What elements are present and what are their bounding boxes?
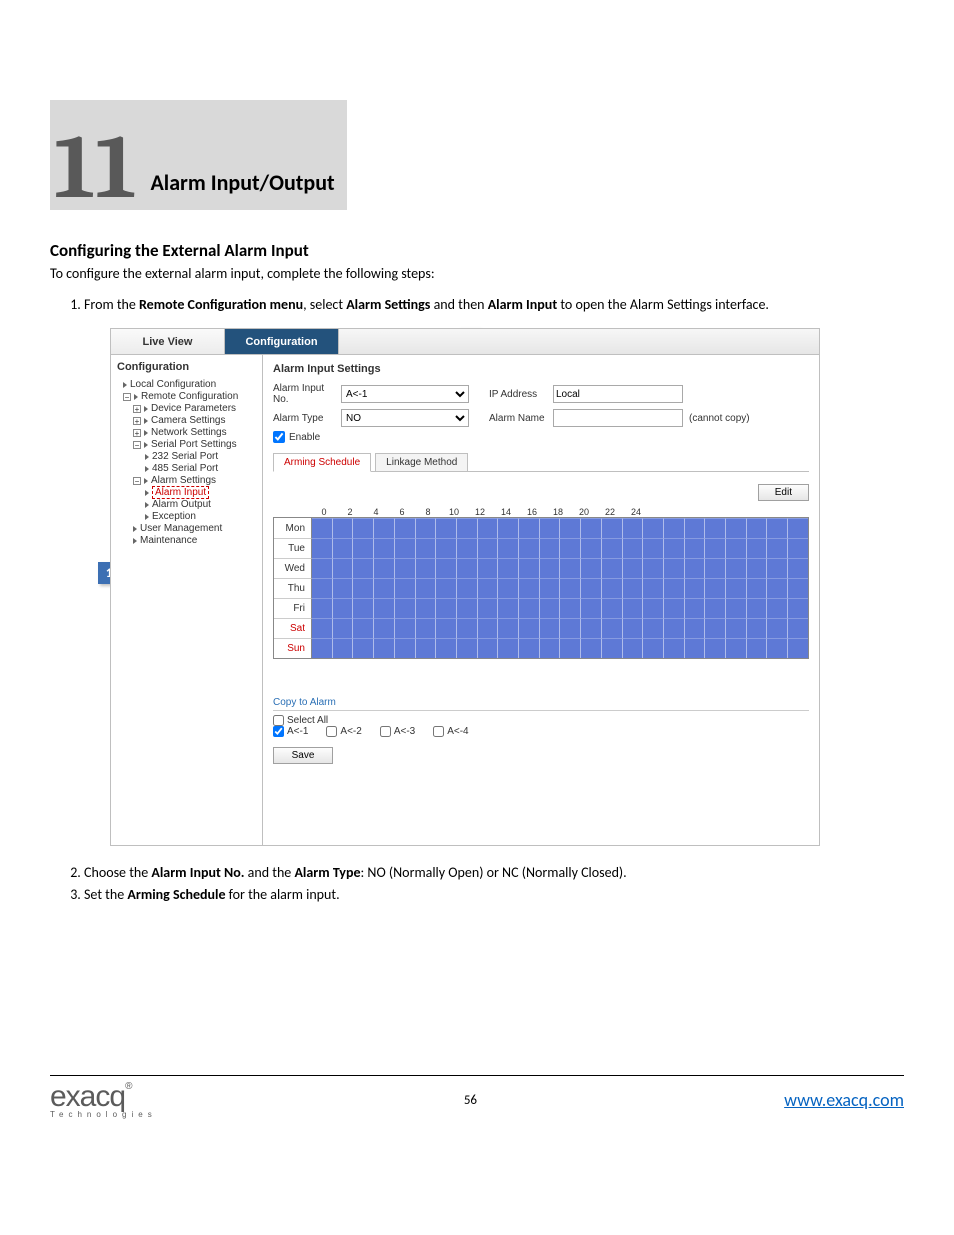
edit-button[interactable]: Edit	[758, 484, 809, 501]
alarm-input-no-label: Alarm Input No.	[273, 383, 341, 405]
alarm-input-no-select[interactable]: A<-1	[341, 385, 469, 403]
alarm-name-label: Alarm Name	[489, 413, 553, 424]
schedule-day-label: Sun	[274, 638, 312, 658]
sidebar-item[interactable]: Maintenance	[115, 535, 258, 546]
chapter-number-box: 11 Alarm Input/Output	[50, 100, 347, 210]
section-title: Configuring the External Alarm Input	[50, 240, 904, 261]
copy-alarm-checkbox-wrap[interactable]: A<-4	[433, 726, 468, 737]
schedule-hour-label: 14	[493, 507, 519, 517]
sidebar-item[interactable]: Device Parameters	[115, 403, 258, 414]
footer-link[interactable]: www.exacq.com	[784, 1089, 904, 1111]
main-panel: Alarm Input Settings Alarm Input No. A<-…	[263, 355, 819, 845]
chapter-title: Alarm Input/Output	[150, 169, 334, 196]
copy-alarm-checkbox-wrap[interactable]: A<-3	[380, 726, 415, 737]
sidebar-item[interactable]: Alarm Output	[115, 499, 258, 510]
copy-alarm-checkbox-wrap[interactable]: A<-1	[273, 726, 308, 737]
alarm-type-select[interactable]: NO	[341, 409, 469, 427]
alarm-type-label: Alarm Type	[273, 413, 341, 424]
schedule-hour-label: 16	[519, 507, 545, 517]
sidebar-item[interactable]: Local Configuration	[115, 379, 258, 390]
sidebar-title: Configuration	[117, 361, 258, 373]
sidebar-item[interactable]: 485 Serial Port	[115, 463, 258, 474]
sidebar-item[interactable]: Alarm Input	[115, 487, 258, 498]
subtab-linkage-method[interactable]: Linkage Method	[375, 453, 468, 472]
cannot-copy-label: (cannot copy)	[689, 413, 750, 424]
enable-checkbox[interactable]	[273, 431, 285, 443]
save-button[interactable]: Save	[273, 747, 333, 764]
schedule-hours-row: 024681012141618202224	[311, 507, 809, 517]
screenshot-container: 1 2 3 Live View Configuration Configurat…	[110, 328, 820, 846]
chapter-number: 11	[54, 130, 136, 207]
sidebar-item[interactable]: User Management	[115, 523, 258, 534]
sidebar-tree: Local ConfigurationRemote ConfigurationD…	[115, 379, 258, 546]
sidebar-item[interactable]: Exception	[115, 511, 258, 522]
intro-text: To configure the external alarm input, c…	[50, 265, 904, 282]
schedule-hour-label: 0	[311, 507, 337, 517]
schedule-day-label: Tue	[274, 538, 312, 558]
tab-live-view[interactable]: Live View	[111, 329, 225, 354]
select-all-checkbox[interactable]	[273, 715, 284, 726]
ip-address-field[interactable]	[553, 385, 683, 403]
select-all-checkbox-wrap[interactable]: Select All	[273, 715, 328, 726]
schedule-hour-label: 22	[597, 507, 623, 517]
schedule-hour-label: 20	[571, 507, 597, 517]
schedule-hour-label: 10	[441, 507, 467, 517]
step-2: Choose the Alarm Input No. and the Alarm…	[84, 864, 904, 882]
copy-to-alarm-title: Copy to Alarm	[273, 697, 809, 711]
copy-alarm-checkbox[interactable]	[433, 726, 444, 737]
schedule-day-label: Sat	[274, 618, 312, 638]
schedule-grid[interactable]: MonTueWedThuFriSatSun	[273, 517, 809, 659]
schedule-hour-label: 4	[363, 507, 389, 517]
schedule-hour-label: 18	[545, 507, 571, 517]
schedule-day-label: Wed	[274, 558, 312, 578]
subtab-arming-schedule[interactable]: Arming Schedule	[273, 453, 371, 472]
copy-alarm-checkbox[interactable]	[380, 726, 391, 737]
schedule-hour-label: 6	[389, 507, 415, 517]
sidebar-item[interactable]: Camera Settings	[115, 415, 258, 426]
schedule-day-label: Thu	[274, 578, 312, 598]
select-all-label: Select All	[287, 715, 328, 726]
sidebar-item[interactable]: Serial Port Settings	[115, 439, 258, 450]
schedule-day-label: Mon	[274, 518, 312, 538]
schedule-hour-label: 12	[467, 507, 493, 517]
step-1: From the Remote Configuration menu, sele…	[84, 296, 904, 314]
tab-configuration[interactable]: Configuration	[225, 329, 339, 354]
copy-alarm-checkbox-wrap[interactable]: A<-2	[326, 726, 361, 737]
step-3: Set the Arming Schedule for the alarm in…	[84, 886, 904, 904]
app-window: Live View Configuration Configuration Lo…	[110, 328, 820, 846]
enable-label: Enable	[289, 432, 320, 443]
schedule-hour-label: 2	[337, 507, 363, 517]
schedule-hour-label: 8	[415, 507, 441, 517]
copy-alarm-checkbox[interactable]	[273, 726, 284, 737]
main-title: Alarm Input Settings	[273, 363, 809, 375]
sidebar-item[interactable]: Remote Configuration	[115, 391, 258, 402]
sidebar-item[interactable]: 232 Serial Port	[115, 451, 258, 462]
sidebar-item[interactable]: Alarm Settings	[115, 475, 258, 486]
page-number: 56	[464, 1093, 477, 1108]
ip-address-label: IP Address	[489, 389, 553, 400]
copy-alarm-checkbox[interactable]	[326, 726, 337, 737]
sidebar-item[interactable]: Network Settings	[115, 427, 258, 438]
footer-logo: exacq® Technologies	[50, 1082, 157, 1119]
schedule-day-label: Fri	[274, 598, 312, 618]
copy-items-row: A<-1 A<-2 A<-3 A<-4	[273, 726, 809, 737]
sidebar: Configuration Local ConfigurationRemote …	[111, 355, 263, 845]
alarm-name-field[interactable]	[553, 409, 683, 427]
schedule-hour-label: 24	[623, 507, 649, 517]
